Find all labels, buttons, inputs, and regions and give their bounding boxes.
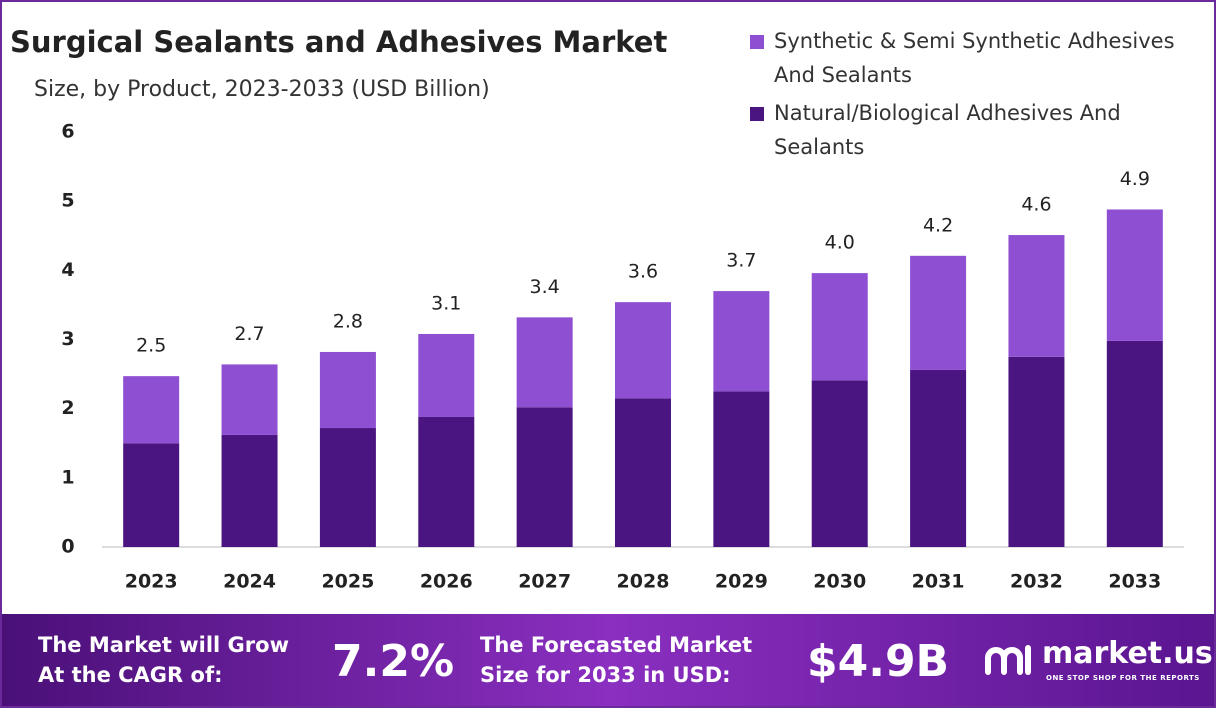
chart-subtitle: Size, by Product, 2023-2033 (USD Billion… xyxy=(34,77,490,102)
tagline: ONE STOP SHOP FOR THE REPORTS xyxy=(1046,674,1200,682)
bar-segment xyxy=(1008,235,1065,357)
bar-segment xyxy=(1106,340,1163,547)
total-label: 2.5 xyxy=(136,335,166,357)
legend-label: Synthetic & Semi Synthetic Adhesives And… xyxy=(774,29,1175,87)
total-label: 2.7 xyxy=(234,323,264,345)
y-tick-label: 4 xyxy=(61,259,74,281)
forecast-value: $4.9B xyxy=(807,636,950,687)
legend: Synthetic & Semi Synthetic Adhesives And… xyxy=(750,24,1210,168)
chart-title: Surgical Sealants and Adhesives Market xyxy=(10,25,667,59)
cagr-value: 7.2% xyxy=(332,636,455,687)
total-label: 4.6 xyxy=(1021,194,1051,216)
x-tick-label: 2033 xyxy=(1108,571,1161,593)
bar-segment xyxy=(615,398,671,547)
forecast-text: The Forecasted Market Size for 2033 in US… xyxy=(480,630,752,690)
legend-label: Natural/Biological Adhesives And Sealant… xyxy=(774,101,1121,159)
brand-logo xyxy=(985,645,1031,675)
bar-segment xyxy=(123,376,180,444)
cagr-line: At the CAGR of: xyxy=(38,663,223,687)
legend-entry: Natural/Biological Adhesives And Sealant… xyxy=(750,96,1210,164)
total-label: 2.8 xyxy=(333,310,363,332)
bar-segment xyxy=(319,351,376,429)
bar-segment xyxy=(811,273,868,381)
x-tick-label: 2028 xyxy=(617,571,670,593)
y-tick-label: 1 xyxy=(61,466,74,488)
bar-segment xyxy=(123,443,180,547)
x-tick-label: 2029 xyxy=(715,571,768,593)
bar-segment xyxy=(418,416,475,547)
total-label: 4.2 xyxy=(923,214,953,236)
bar-segment xyxy=(910,255,967,370)
bar-segment xyxy=(221,434,278,547)
legend-swatch xyxy=(750,107,764,121)
x-tick-label: 2027 xyxy=(518,571,571,593)
bar-segment xyxy=(713,291,770,392)
bar-segment xyxy=(1008,356,1065,547)
cagr-text: The Market will Grow At the CAGR of: xyxy=(38,630,289,690)
bar-segment xyxy=(615,302,671,399)
bar-segment xyxy=(418,333,475,417)
cagr-line: The Market will Grow xyxy=(38,633,289,657)
total-label: 3.7 xyxy=(726,250,756,272)
x-tick-label: 2023 xyxy=(125,571,178,593)
y-tick-label: 6 xyxy=(61,121,74,143)
bar-segment xyxy=(713,391,770,547)
y-tick-label: 3 xyxy=(61,328,74,350)
x-tick-label: 2030 xyxy=(813,571,866,593)
total-label: 3.4 xyxy=(530,276,560,298)
y-tick-label: 5 xyxy=(61,190,74,212)
y-tick-label: 2 xyxy=(61,397,74,419)
legend-swatch xyxy=(750,35,764,49)
x-tick-label: 2032 xyxy=(1010,571,1063,593)
x-tick-label: 2025 xyxy=(321,571,374,593)
total-label: 3.1 xyxy=(431,292,461,314)
bar-segment xyxy=(319,428,376,547)
bar-segment xyxy=(910,369,967,547)
brand: market.us xyxy=(1042,636,1213,671)
x-tick-label: 2024 xyxy=(223,571,276,593)
x-tick-label: 2031 xyxy=(912,571,965,593)
y-tick-label: 0 xyxy=(61,536,74,558)
legend-entry: Synthetic & Semi Synthetic Adhesives And… xyxy=(750,24,1210,92)
forecast-line: The Forecasted Market xyxy=(480,633,753,657)
total-label: 4.0 xyxy=(825,232,855,254)
bar-segment xyxy=(221,364,278,435)
total-label: 4.9 xyxy=(1120,168,1150,190)
total-label: 3.6 xyxy=(628,261,658,283)
bar-segment xyxy=(1106,209,1163,341)
bar-segment xyxy=(516,317,573,408)
forecast-line: Size for 2033 in USD: xyxy=(480,663,731,687)
x-tick-label: 2026 xyxy=(420,571,473,593)
bar-segment xyxy=(516,407,573,547)
chart: Surgical Sealants and Adhesives Market S… xyxy=(10,25,1184,593)
bar-segment xyxy=(811,380,868,547)
footer-banner: The Market will Grow At the CAGR of: 7.2%… xyxy=(2,614,1214,706)
